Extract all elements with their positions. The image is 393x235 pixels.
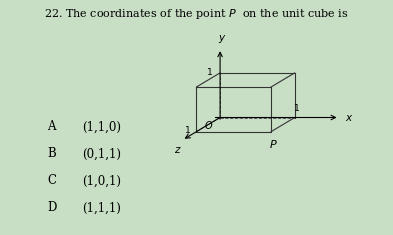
Text: $y$: $y$	[218, 33, 226, 45]
Text: $z$: $z$	[174, 145, 182, 155]
Text: (0,1,1): (0,1,1)	[83, 147, 121, 161]
Text: $x$: $x$	[345, 113, 354, 122]
Text: 1: 1	[185, 126, 191, 135]
Text: $P$: $P$	[268, 137, 277, 150]
Text: C: C	[47, 174, 56, 188]
Text: 22. The coordinates of the point $P$  on the unit cube is: 22. The coordinates of the point $P$ on …	[44, 7, 349, 21]
Text: A: A	[47, 120, 56, 133]
Text: (1,1,1): (1,1,1)	[83, 201, 121, 215]
Text: B: B	[47, 147, 56, 161]
Text: 1: 1	[294, 104, 299, 113]
Text: $O$: $O$	[204, 119, 213, 131]
Text: (1,0,1): (1,0,1)	[83, 174, 121, 188]
Text: (1,1,0): (1,1,0)	[83, 120, 121, 133]
Text: 1: 1	[207, 68, 213, 77]
Text: D: D	[47, 201, 57, 215]
